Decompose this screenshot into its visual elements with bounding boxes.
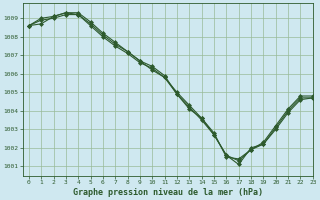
X-axis label: Graphe pression niveau de la mer (hPa): Graphe pression niveau de la mer (hPa) bbox=[73, 188, 263, 197]
